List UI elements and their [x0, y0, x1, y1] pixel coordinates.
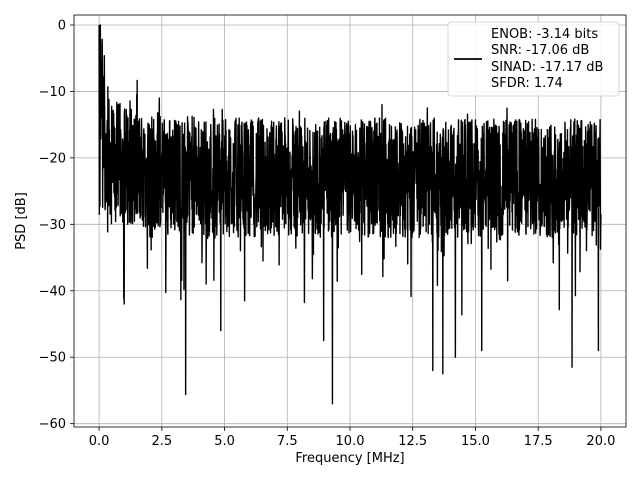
y-axis-ticks: 0 −10 −20 −30 −40 −50 −60 [39, 18, 74, 432]
legend-entry-snr: SNR: -17.06 dB [491, 43, 589, 58]
y-tick-label: −50 [39, 351, 66, 366]
x-tick-label: 0.0 [89, 434, 110, 449]
x-tick-label: 7.5 [277, 434, 298, 449]
legend-box [447, 21, 620, 97]
y-tick-label: −10 [39, 85, 66, 100]
y-tick-label: −40 [39, 284, 66, 299]
y-tick-label: −60 [39, 417, 66, 432]
x-tick-label: 12.5 [398, 434, 427, 449]
legend-entry-sfdr: SFDR: 1.74 [491, 76, 563, 91]
x-tick-label: 17.5 [524, 434, 553, 449]
x-tick-label: 15.0 [461, 434, 490, 449]
x-axis-ticks: 0.0 2.5 5.0 7.5 10.0 12.5 15.0 17.5 20.0 [89, 427, 615, 449]
y-axis-label: PSD [dB] [14, 192, 29, 250]
y-tick-label: −20 [39, 151, 66, 166]
series-layer [98, 24, 602, 405]
x-tick-label: 20.0 [586, 434, 615, 449]
y-tick-label: 0 [58, 18, 66, 33]
x-tick-label: 10.0 [336, 434, 365, 449]
legend: ENOB: -3.14 bits SNR: -17.06 dB SINAD: -… [447, 21, 620, 97]
legend-entry-sinad: SINAD: -17.17 dB [491, 60, 603, 75]
legend-entry-enob: ENOB: -3.14 bits [491, 27, 598, 42]
x-tick-label: 2.5 [151, 434, 172, 449]
psd-series-line [98, 24, 602, 405]
y-tick-label: −30 [39, 218, 66, 233]
x-axis-label: Frequency [MHz] [295, 451, 404, 466]
x-tick-label: 5.0 [214, 434, 235, 449]
